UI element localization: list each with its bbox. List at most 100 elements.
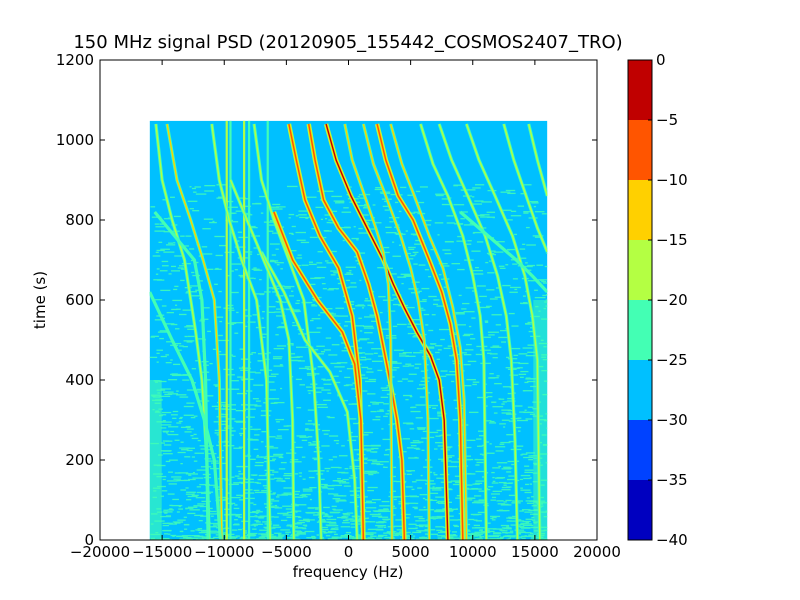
noise-speck — [343, 325, 348, 327]
noise-speck — [442, 249, 451, 251]
noise-speck — [478, 499, 487, 501]
noise-speck — [308, 470, 319, 472]
noise-speck — [201, 246, 208, 248]
noise-speck — [520, 370, 529, 373]
noise-speck — [172, 535, 175, 537]
noise-speck — [414, 507, 418, 510]
noise-speck — [311, 305, 318, 307]
noise-speck — [341, 517, 346, 519]
noise-speck — [156, 268, 160, 270]
noise-speck — [520, 474, 531, 477]
noise-speck — [463, 311, 475, 313]
noise-speck — [255, 461, 264, 464]
noise-speck — [195, 193, 207, 195]
noise-speck — [358, 227, 363, 230]
noise-speck — [344, 533, 350, 536]
noise-speck — [487, 331, 499, 333]
noise-speck — [175, 304, 178, 306]
noise-speck — [168, 426, 179, 428]
noise-speck — [345, 266, 356, 268]
noise-speck — [500, 441, 511, 444]
noise-speck — [460, 223, 463, 225]
noise-speck — [523, 390, 533, 392]
noise-speck — [490, 499, 496, 501]
noise-speck — [510, 210, 517, 212]
noise-speck — [475, 266, 479, 269]
noise-speck — [273, 347, 285, 350]
noise-speck — [160, 515, 171, 518]
noise-speck — [231, 263, 242, 265]
noise-speck — [422, 299, 427, 301]
noise-speck — [199, 483, 211, 486]
noise-speck — [472, 483, 480, 485]
noise-speck — [177, 451, 186, 454]
noise-speck — [231, 380, 239, 382]
noise-speck — [417, 428, 426, 430]
noise-speck — [254, 481, 259, 484]
noise-speck — [350, 303, 354, 306]
noise-speck — [305, 423, 316, 425]
noise-speck — [262, 310, 265, 313]
noise-speck — [536, 264, 544, 266]
noise-speck — [525, 262, 528, 264]
noise-speck — [158, 241, 163, 243]
noise-speck — [253, 448, 259, 451]
noise-speck — [281, 480, 286, 482]
noise-speck — [413, 516, 423, 518]
noise-speck — [331, 527, 336, 530]
noise-speck — [374, 510, 385, 513]
noise-speck — [398, 501, 402, 503]
noise-speck — [439, 434, 443, 437]
noise-speck — [385, 449, 388, 451]
noise-speck — [324, 485, 335, 487]
noise-speck — [290, 538, 301, 541]
noise-speck — [435, 526, 444, 528]
noise-speck — [230, 503, 233, 505]
noise-speck — [368, 405, 371, 407]
noise-speck — [412, 352, 423, 354]
noise-speck — [194, 186, 202, 188]
y-tick-label: 1200 — [56, 51, 94, 69]
noise-speck — [164, 533, 168, 535]
noise-speck — [173, 215, 181, 218]
noise-speck — [410, 533, 414, 535]
noise-speck — [316, 345, 325, 347]
noise-speck — [371, 320, 380, 322]
noise-speck — [162, 478, 166, 481]
noise-speck — [167, 433, 179, 436]
noise-speck — [389, 221, 394, 223]
noise-speck — [499, 443, 505, 445]
noise-speck — [496, 477, 506, 479]
noise-speck — [234, 332, 239, 334]
noise-speck — [413, 447, 420, 449]
noise-speck — [411, 488, 415, 491]
noise-speck — [392, 514, 396, 516]
noise-speck — [247, 226, 258, 229]
noise-speck — [393, 480, 397, 482]
noise-speck — [400, 194, 403, 196]
noise-speck — [297, 360, 305, 362]
noise-speck — [206, 268, 214, 270]
noise-speck — [516, 460, 520, 462]
noise-speck — [361, 307, 365, 309]
noise-speck — [419, 186, 428, 188]
noise-speck — [414, 367, 419, 369]
noise-speck — [282, 514, 294, 516]
noise-speck — [500, 524, 510, 527]
noise-speck — [154, 230, 166, 232]
noise-speck — [499, 509, 503, 511]
noise-speck — [431, 516, 443, 518]
noise-speck — [384, 200, 388, 203]
noise-speck — [233, 447, 242, 449]
noise-speck — [218, 404, 227, 406]
noise-speck — [328, 219, 333, 221]
noise-speck — [183, 340, 195, 342]
noise-speck — [331, 536, 339, 538]
noise-speck — [496, 375, 500, 377]
noise-speck — [274, 507, 283, 509]
noise-speck — [462, 302, 470, 305]
noise-speck — [330, 270, 338, 272]
noise-speck — [188, 478, 196, 481]
noise-speck — [477, 511, 487, 514]
noise-speck — [183, 536, 192, 539]
